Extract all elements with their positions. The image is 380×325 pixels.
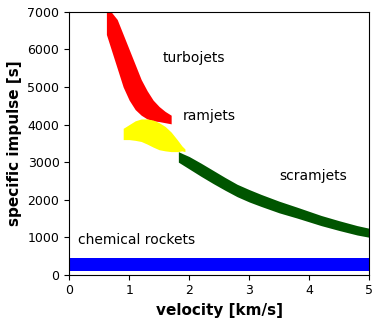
X-axis label: velocity [km/s]: velocity [km/s] xyxy=(156,303,283,318)
Text: scramjets: scramjets xyxy=(279,169,347,183)
Text: turbojets: turbojets xyxy=(162,50,225,64)
Text: chemical rockets: chemical rockets xyxy=(78,233,195,247)
Text: ramjets: ramjets xyxy=(183,109,236,123)
Y-axis label: specific impulse [s]: specific impulse [s] xyxy=(7,60,22,226)
